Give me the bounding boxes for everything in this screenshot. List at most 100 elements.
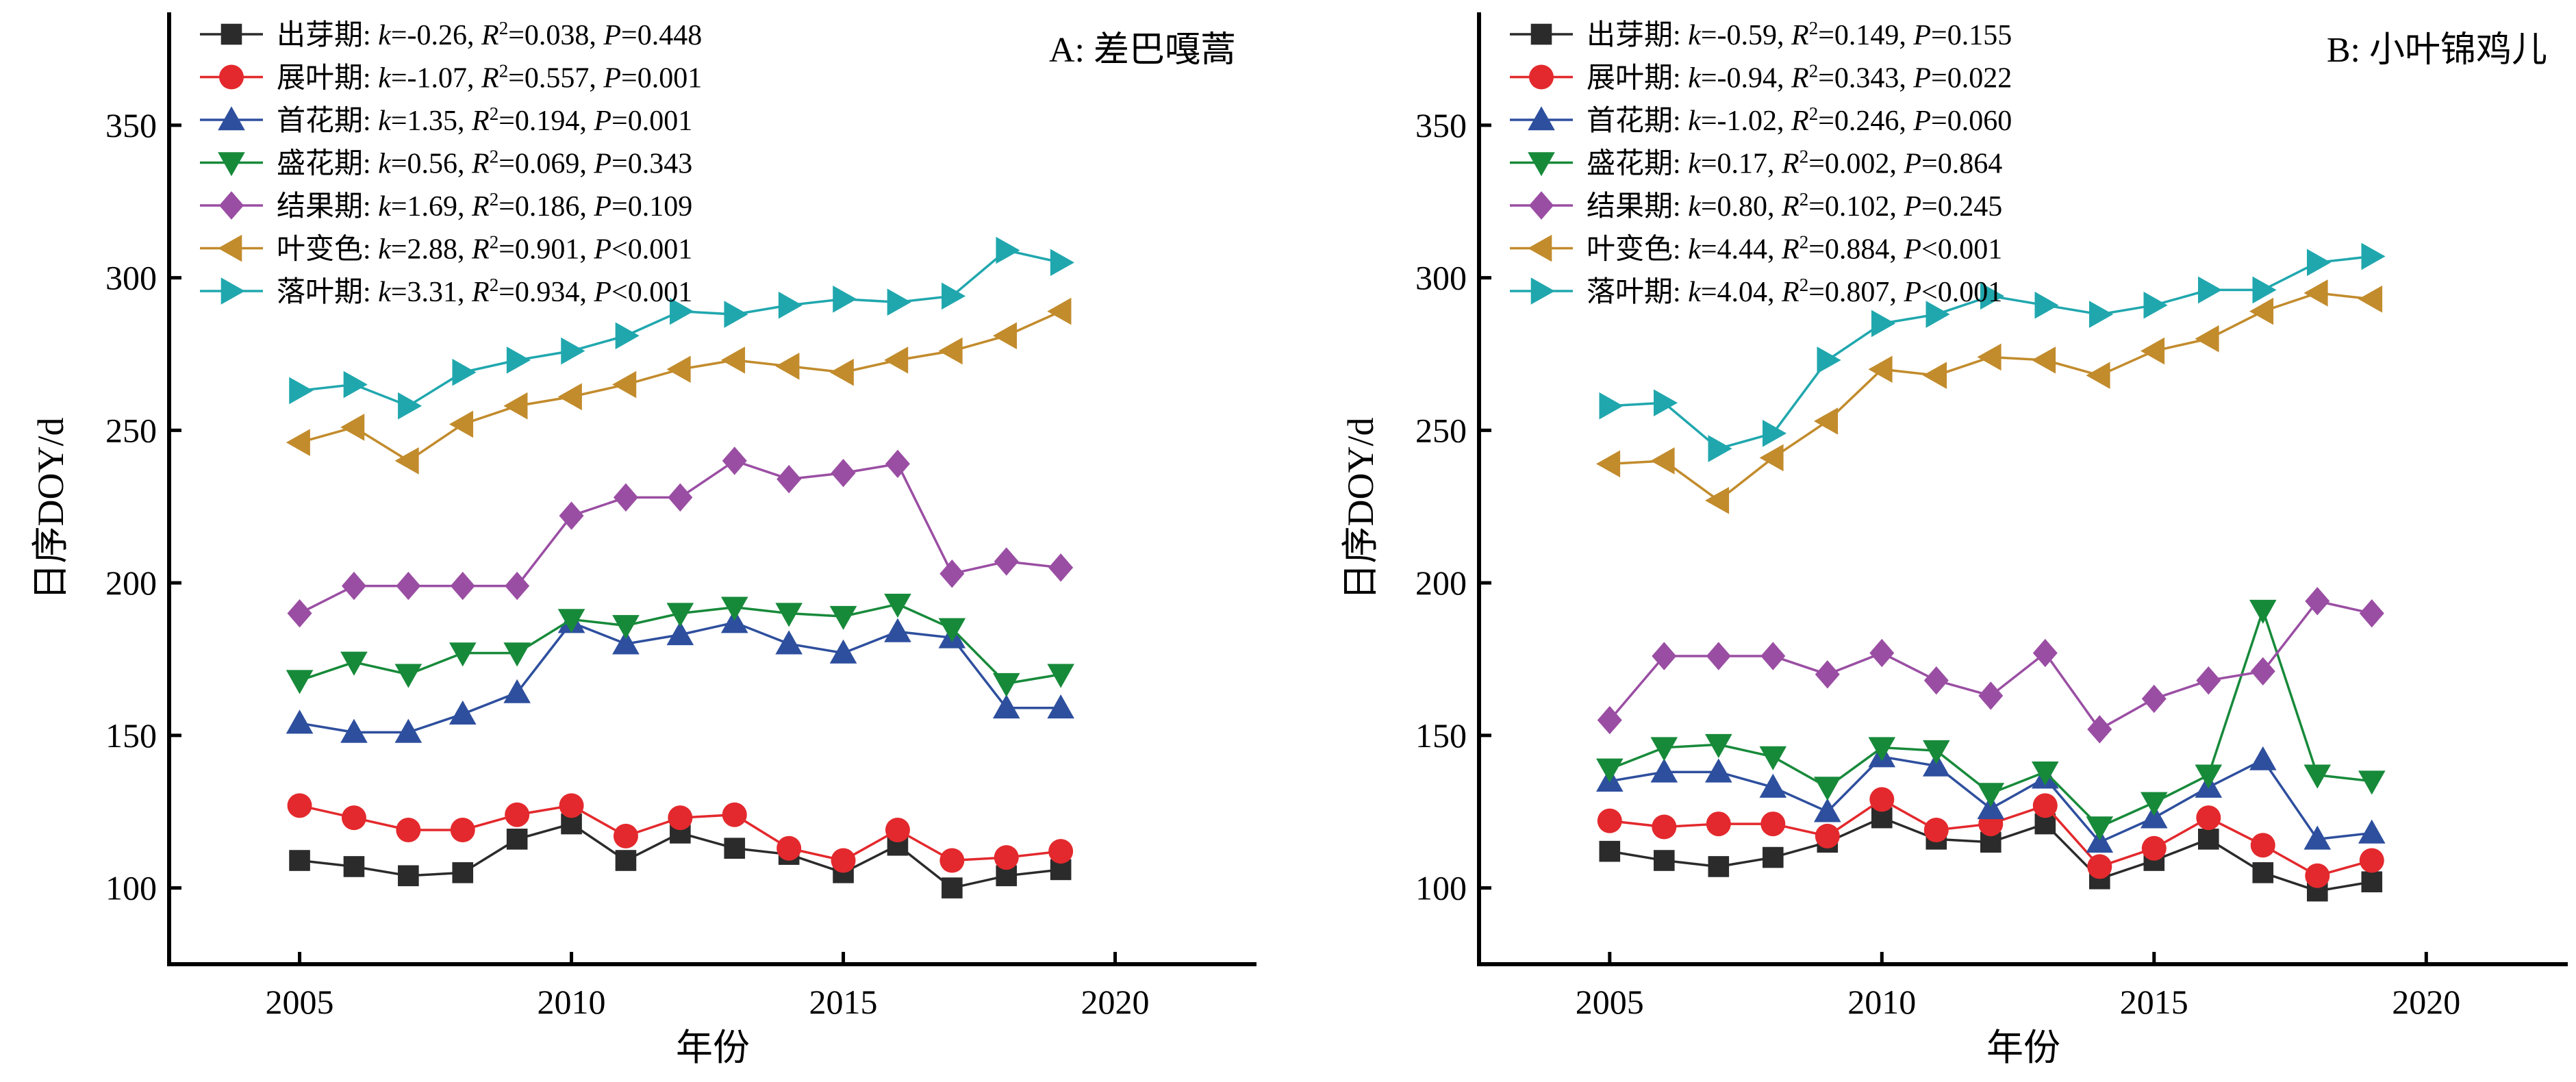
x-tick-label: 2010 bbox=[1847, 983, 1916, 1021]
data-point bbox=[1815, 823, 1840, 848]
legend-label: 结果期: k=1.69, R2=0.186, P=0.109 bbox=[277, 189, 692, 223]
data-point bbox=[394, 447, 419, 475]
x-axis-title: 年份 bbox=[1986, 1027, 2060, 1068]
data-point bbox=[775, 603, 803, 627]
data-point bbox=[1047, 664, 1074, 688]
legend: 出芽期: k=-0.26, R2=0.038, P=0.448 展叶期: k=-1… bbox=[200, 18, 702, 308]
data-point bbox=[505, 571, 530, 601]
y-tick-label: 100 bbox=[105, 869, 157, 907]
data-point bbox=[2250, 657, 2275, 686]
data-point bbox=[1925, 301, 1950, 328]
data-point bbox=[286, 670, 314, 694]
data-point bbox=[287, 793, 312, 818]
data-point bbox=[994, 845, 1019, 870]
data-point bbox=[938, 337, 963, 365]
data-point bbox=[557, 609, 585, 633]
data-point bbox=[506, 829, 528, 850]
y-tick-label: 250 bbox=[105, 411, 157, 449]
legend-marker bbox=[1528, 106, 1555, 131]
legend-label: 落叶期: k=4.04, R2=0.807, P<0.001 bbox=[1587, 275, 2002, 308]
data-point bbox=[2359, 599, 2384, 628]
data-point bbox=[1868, 737, 1896, 762]
data-point bbox=[2359, 848, 2384, 873]
data-point bbox=[887, 288, 911, 316]
data-point bbox=[884, 593, 911, 618]
data-point bbox=[286, 429, 310, 456]
series-2 bbox=[287, 793, 1074, 873]
data-point bbox=[2358, 770, 2386, 795]
data-point bbox=[612, 370, 637, 399]
data-point bbox=[450, 571, 475, 601]
data-point bbox=[2307, 249, 2332, 277]
data-point bbox=[2305, 863, 2330, 888]
data-point bbox=[942, 877, 963, 898]
legend-item: 结果期: k=1.69, R2=0.186, P=0.109 bbox=[200, 189, 692, 223]
data-point bbox=[1814, 777, 1841, 801]
data-point bbox=[1652, 814, 1677, 840]
series-line bbox=[299, 249, 1061, 407]
data-point bbox=[1706, 812, 1731, 837]
data-point bbox=[833, 285, 857, 313]
legend-label: 出芽期: k=-0.59, R2=0.149, P=0.155 bbox=[1587, 18, 2012, 51]
data-point bbox=[286, 709, 314, 734]
data-point bbox=[724, 301, 748, 328]
data-point bbox=[2249, 297, 2274, 325]
data-point bbox=[884, 347, 909, 374]
legend-marker bbox=[1529, 64, 1554, 90]
data-point bbox=[1814, 407, 1839, 435]
data-point bbox=[2358, 285, 2383, 313]
data-point bbox=[1923, 666, 1949, 695]
y-tick-label: 300 bbox=[1415, 259, 1467, 297]
data-point bbox=[1596, 450, 1621, 478]
data-point bbox=[1763, 846, 1784, 868]
data-point bbox=[2141, 337, 2165, 365]
data-point bbox=[1814, 798, 1841, 822]
data-point bbox=[1760, 812, 1786, 837]
data-point bbox=[1708, 435, 1732, 462]
data-point bbox=[503, 392, 528, 420]
data-point bbox=[939, 848, 965, 873]
data-point bbox=[2086, 362, 2110, 389]
data-point bbox=[557, 383, 582, 411]
data-point bbox=[2358, 819, 2386, 844]
data-point bbox=[724, 838, 746, 859]
series-line bbox=[1609, 292, 2372, 503]
legend-item: 首花期: k=-1.02, R2=0.246, P=0.060 bbox=[1510, 103, 2012, 137]
data-point bbox=[668, 805, 693, 831]
legend-label: 盛花期: k=0.17, R2=0.002, P=0.864 bbox=[1587, 147, 2002, 180]
data-point bbox=[612, 630, 640, 655]
legend-label: 首花期: k=1.35, R2=0.194, P=0.001 bbox=[277, 103, 692, 137]
data-point bbox=[666, 355, 691, 383]
data-point bbox=[992, 322, 1018, 350]
data-point bbox=[1871, 310, 1896, 338]
legend-label: 盛花期: k=0.56, R2=0.069, P=0.343 bbox=[277, 147, 692, 180]
y-tick-label: 350 bbox=[1415, 106, 1467, 144]
data-point bbox=[287, 599, 312, 628]
data-point bbox=[2141, 684, 2167, 714]
legend-item: 结果期: k=0.80, R2=0.102, P=0.245 bbox=[1510, 189, 2002, 223]
data-point bbox=[2195, 764, 2223, 789]
legend-marker bbox=[1530, 277, 1555, 305]
data-point bbox=[340, 718, 368, 743]
legend-label: 首花期: k=-1.02, R2=0.246, P=0.060 bbox=[1587, 103, 2012, 137]
data-point bbox=[612, 615, 640, 640]
x-tick-label: 2020 bbox=[2392, 983, 2460, 1021]
data-point bbox=[2249, 599, 2277, 625]
data-point bbox=[503, 679, 531, 703]
data-point bbox=[1817, 347, 1841, 374]
data-point bbox=[2032, 762, 2059, 786]
legend-item: 盛花期: k=0.17, R2=0.002, P=0.864 bbox=[1510, 147, 2002, 180]
data-point bbox=[2034, 291, 2059, 319]
data-point bbox=[831, 848, 856, 873]
data-point bbox=[2141, 804, 2168, 829]
data-point bbox=[1599, 392, 1624, 420]
legend-label: 展叶期: k=-0.94, R2=0.343, P=0.022 bbox=[1587, 61, 2012, 95]
data-point bbox=[1050, 249, 1074, 277]
data-point bbox=[452, 862, 474, 883]
legend: 出芽期: k=-0.59, R2=0.149, P=0.155 展叶期: k=-0… bbox=[1510, 18, 2012, 308]
y-tick-label: 350 bbox=[105, 106, 157, 144]
legend-marker bbox=[218, 106, 245, 131]
legend-item: 盛花期: k=0.56, R2=0.069, P=0.343 bbox=[200, 147, 692, 180]
data-point bbox=[343, 856, 365, 877]
data-point bbox=[2252, 276, 2277, 304]
